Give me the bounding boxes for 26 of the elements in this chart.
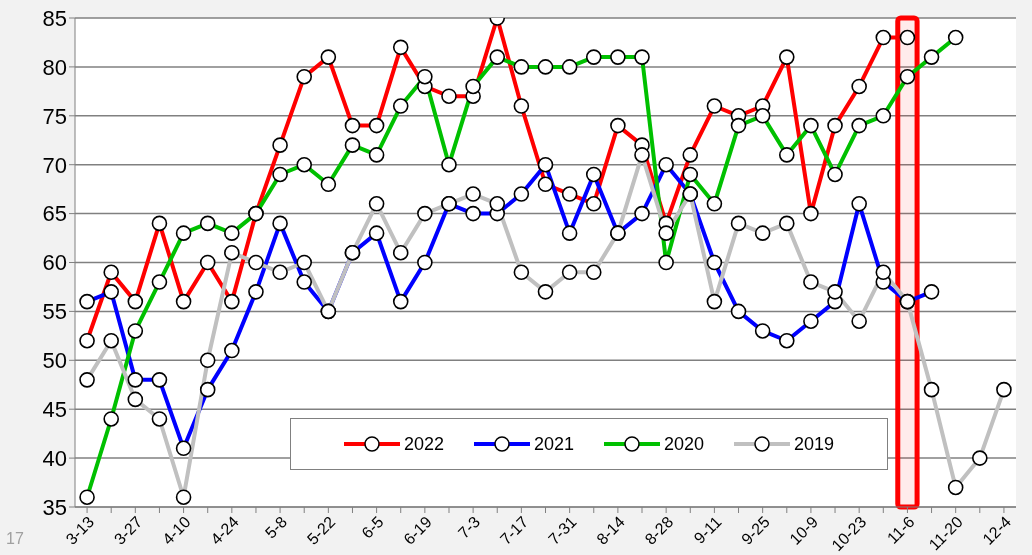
- y-tick-label: 65: [42, 201, 67, 227]
- y-tick-label: 55: [42, 299, 67, 325]
- legend-label: 2019: [794, 433, 835, 455]
- x-tick-label: 7-3: [454, 513, 484, 542]
- legend-label: 2021: [533, 433, 574, 455]
- x-tick-label: 6-5: [358, 513, 387, 542]
- y-tick-label: 60: [42, 250, 67, 276]
- y-tick-label: 75: [42, 103, 67, 129]
- y-tick-label: 80: [42, 54, 67, 80]
- x-tick-label: 8-28: [641, 513, 677, 548]
- y-tick-label: 70: [42, 152, 67, 178]
- y-tick-label: 85: [42, 5, 67, 31]
- x-tick-label: 6-19: [400, 513, 436, 548]
- x-tick-label: 5-8: [261, 513, 291, 542]
- text: 17: [6, 530, 24, 548]
- legend-label: 2022: [403, 433, 444, 455]
- legend-label: 2020: [664, 433, 705, 455]
- y-tick-label: 45: [42, 397, 67, 423]
- x-tick-label: 7-31: [545, 513, 580, 548]
- x-tick-label: 5-22: [303, 513, 339, 548]
- x-tick-label: 11-6: [883, 513, 918, 547]
- y-tick-label: 50: [42, 348, 67, 374]
- x-tick-label: 9-11: [690, 513, 725, 547]
- y-tick-label: 40: [42, 445, 67, 471]
- y-tick-label: 35: [42, 494, 67, 520]
- x-tick-label: 4-10: [159, 513, 194, 548]
